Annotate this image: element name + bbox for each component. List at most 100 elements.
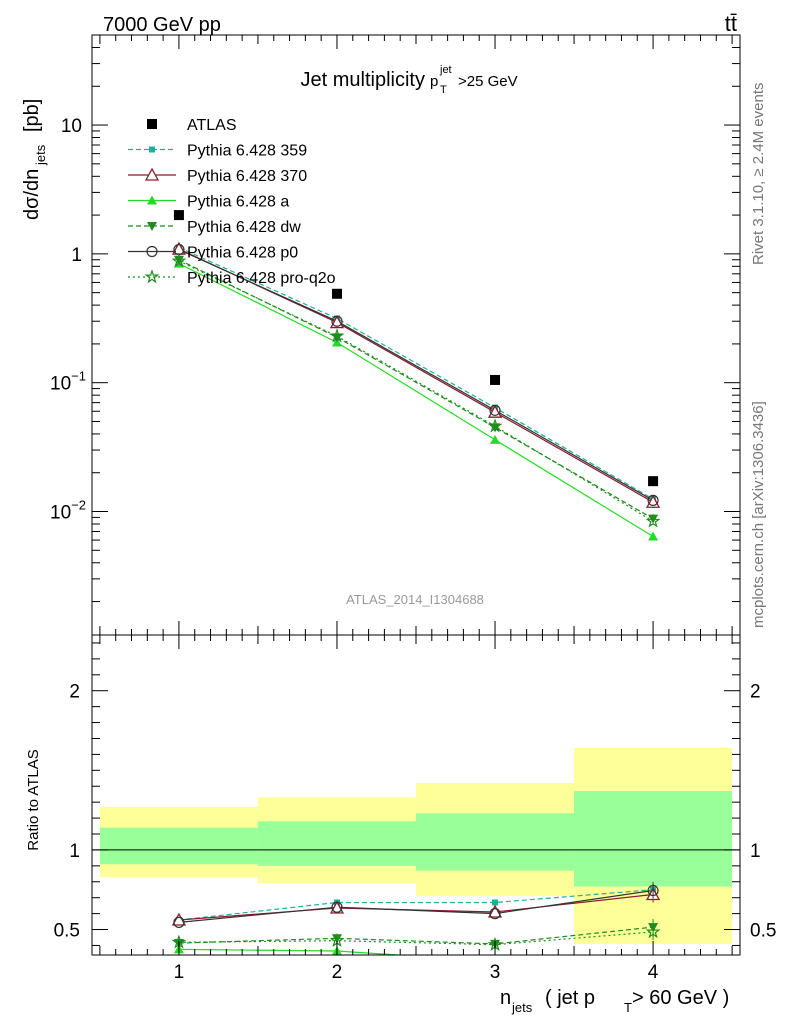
legend-marker-1-shape xyxy=(149,146,155,153)
legend-label-2: Pythia 6.428 370 xyxy=(187,168,307,185)
main-series-point-4-shape xyxy=(489,404,501,416)
main-series-point-5 xyxy=(171,253,187,268)
main-series-line-2 xyxy=(178,263,654,538)
main-y-tick-label: 10−1 xyxy=(50,369,86,395)
main-series-line-0 xyxy=(178,246,654,500)
ratio-uncertainty-bands xyxy=(99,748,733,944)
main-series-point-5 xyxy=(329,328,345,343)
main-series-point-2-shape xyxy=(490,434,501,444)
ratio-series-point-0 xyxy=(492,899,499,906)
legend: ATLAS Pythia 6.428 359 Pythia 6.428 370 Pyt… xyxy=(128,117,336,287)
ratio-x-tick-labels: 1 2 3 4 xyxy=(174,962,659,983)
ratio-series-point-3 xyxy=(331,934,342,944)
main-series-line-4 xyxy=(178,249,654,501)
ratio-series-point-4-shape xyxy=(489,908,501,920)
ratio-series-point-5 xyxy=(645,924,661,939)
ratio-series-point-5-shape xyxy=(645,924,661,939)
main-series-point-3-shape xyxy=(173,255,184,265)
x-tick-label: 3 xyxy=(490,962,501,983)
legend-marker-4-shape xyxy=(147,222,157,231)
atlas-data-point xyxy=(173,210,184,221)
ratio-series-point-1 xyxy=(487,904,503,918)
ratio-series-point-4 xyxy=(489,908,501,920)
main-series-point-3 xyxy=(648,514,659,524)
legend-marker-5 xyxy=(146,245,158,258)
ratio-y-tick-labels: 0.5 0.5 1 1 2 2 xyxy=(54,682,777,942)
main-series-point-4-shape xyxy=(647,494,659,506)
ylabel-main: dσ/dn xyxy=(21,169,43,220)
atlas-data-point xyxy=(331,288,342,299)
main-series-point-5-shape xyxy=(329,328,345,343)
main-series-point-4-shape xyxy=(331,315,343,327)
ratio-y-axis-label: Ratio to ATLAS xyxy=(25,749,42,850)
ratio-y-tick-label-right: 1 xyxy=(750,841,761,862)
ratio-green-band-1 xyxy=(257,821,416,866)
main-series-point-4 xyxy=(647,494,659,506)
ratio-series-line-3 xyxy=(178,926,654,945)
ratio-series-point-1-shape xyxy=(171,912,187,926)
main-series-line-5 xyxy=(178,260,654,522)
xlabel-sub2: T xyxy=(624,1000,632,1015)
main-y-tick-label-exp: −1 xyxy=(71,369,86,384)
legend-label-0: ATLAS xyxy=(187,117,237,134)
ratio-series-point-4 xyxy=(173,916,185,928)
atlas-data-point-shape xyxy=(173,210,184,221)
main-series-point-5-shape xyxy=(645,513,661,528)
ratio-green-band-0 xyxy=(99,827,258,865)
main-series-point-4 xyxy=(489,404,501,416)
ratio-series-point-1-shape xyxy=(329,900,345,914)
legend-marker-3 xyxy=(147,195,157,205)
ratio-series-point-1 xyxy=(171,912,187,926)
legend-marker-6-shape xyxy=(144,269,160,284)
title-p: p xyxy=(430,73,438,90)
main-series-lines xyxy=(178,246,654,538)
mcplots-label: mcplots.cern.ch [arXiv:1306.3436] xyxy=(750,401,767,628)
main-series-point-5-shape xyxy=(487,418,503,433)
main-y-axis-label: dσ/dn jets [pb] xyxy=(21,99,48,220)
ratio-series-point-4-shape xyxy=(173,916,185,928)
ratio-y-tick-label-right: 2 xyxy=(750,682,761,703)
main-series-point-4 xyxy=(331,315,343,327)
analysis-id: ATLAS_2014_I1304688 xyxy=(346,592,484,607)
ratio-series-point-3-shape xyxy=(331,934,342,944)
legend-label-3: Pythia 6.428 a xyxy=(187,194,289,211)
main-y-tick-label-base: 10 xyxy=(50,503,71,524)
ylabel-sub: jets xyxy=(33,144,48,166)
x-axis-label: n jets ( jet p T > 60 GeV ) xyxy=(500,987,729,1015)
xlabel-sub: jets xyxy=(511,1000,533,1015)
main-series-point-2 xyxy=(648,531,659,541)
ratio-series-line-5 xyxy=(178,931,654,946)
plot-title: Jet multiplicity xyxy=(301,69,425,91)
process-label: tt̄ xyxy=(725,11,737,36)
title-sub: T xyxy=(440,84,447,96)
main-series-point-2-shape xyxy=(648,531,659,541)
atlas-data-point-shape xyxy=(331,288,342,299)
ratio-y-tick-label-left: 0.5 xyxy=(54,921,80,942)
ratio-series-point-0-shape xyxy=(492,899,499,906)
ylabel-unit: [pb] xyxy=(21,99,43,132)
atlas-data-point xyxy=(648,476,659,487)
main-axis-ticks xyxy=(92,34,740,635)
main-series-point-5 xyxy=(645,513,661,528)
main-y-tick-label: 10−2 xyxy=(50,498,86,524)
legend-label-4: Pythia 6.428 dw xyxy=(187,219,301,236)
ratio-series-line-0 xyxy=(178,889,654,921)
ratio-series-point-4-shape xyxy=(331,901,343,913)
main-series-line-3 xyxy=(178,259,654,520)
legend-marker-1 xyxy=(149,146,155,153)
xlabel-mid: ( jet p xyxy=(545,987,595,1009)
ratio-y-tick-label-right: 0.5 xyxy=(750,921,776,942)
main-series-point-2 xyxy=(490,434,501,444)
ratio-series-point-4 xyxy=(331,901,343,913)
xlabel-n: n xyxy=(500,987,511,1009)
ratio-green-band-3 xyxy=(574,791,733,887)
plot-title-cut: p jet T >25 GeV xyxy=(430,64,518,96)
legend-marker-0-shape xyxy=(147,119,157,129)
ratio-series-point-4 xyxy=(647,884,659,897)
main-series-point-5 xyxy=(487,418,503,433)
main-y-tick-label: 1 xyxy=(71,245,82,266)
x-tick-label: 4 xyxy=(648,962,659,983)
atlas-data-point-shape xyxy=(648,476,659,487)
main-plot-panel: 10 1 10−1 10−2 Jet multiplicity p jet T >25… xyxy=(21,34,741,636)
